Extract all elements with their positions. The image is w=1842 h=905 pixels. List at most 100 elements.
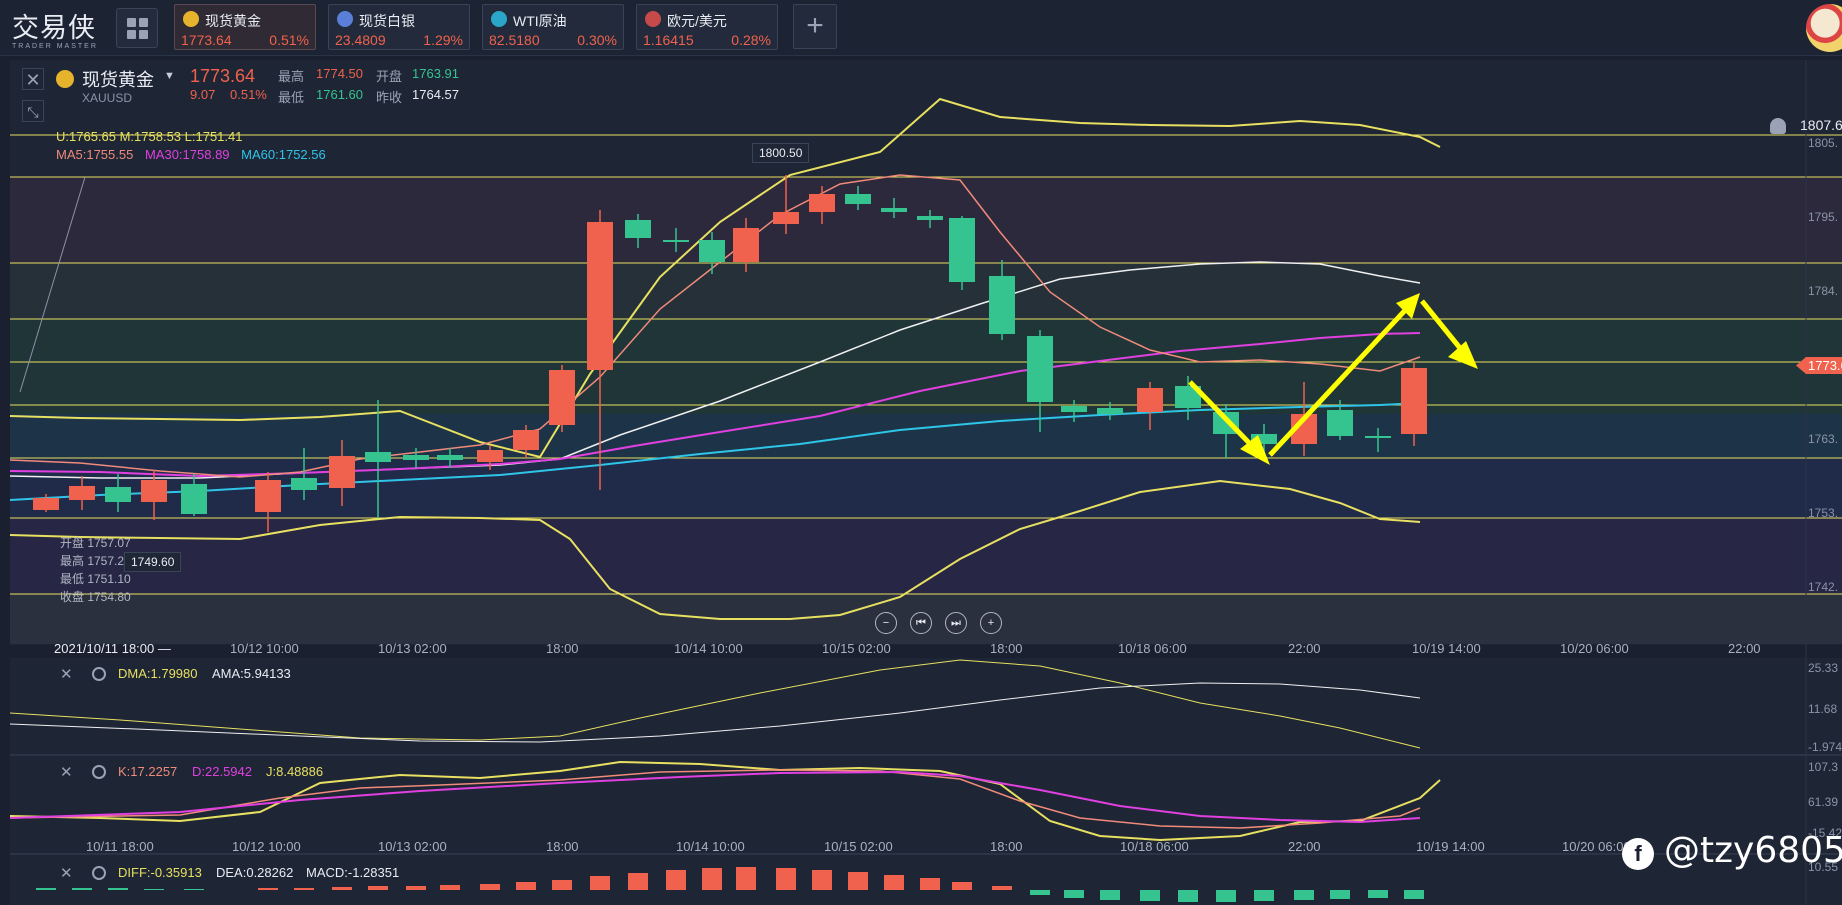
high-label: 最高 — [278, 69, 305, 84]
time-axis-label: 18:00 — [546, 839, 579, 854]
eye-icon[interactable] — [92, 765, 106, 779]
time-axis-label: 10/11 18:00 — [86, 839, 154, 854]
eye-icon[interactable] — [92, 866, 106, 880]
dma-value: DMA:1.79980 — [118, 666, 198, 681]
expand-icon[interactable]: ⤡ — [22, 100, 44, 122]
macd-bar — [1368, 890, 1388, 898]
chart-band — [10, 458, 1842, 518]
macd-bar — [920, 878, 940, 890]
candle-body — [365, 452, 391, 462]
price-axis-label: 1742. — [1808, 580, 1839, 594]
macd-value: MACD:-1.28351 — [306, 865, 400, 880]
macd-bar — [108, 888, 128, 890]
brand-logo[interactable]: 交易侠 TRADER MASTER — [12, 6, 104, 50]
tab-wti-oil[interactable]: WTI原油 82.5180 0.30% — [482, 4, 624, 50]
chart-band — [10, 263, 1842, 319]
macd-bar — [440, 885, 460, 890]
gold-icon — [56, 70, 74, 88]
candle-body — [1027, 336, 1053, 402]
time-axis-label: 10/13 02:00 — [378, 839, 447, 854]
close-chart-button[interactable]: ✕ — [22, 68, 44, 90]
close-panel-icon[interactable]: ✕ — [60, 666, 73, 683]
candle-body — [587, 222, 613, 370]
ma5-value: MA5:1755.55 — [56, 147, 134, 162]
ohlc-low: 最低 1751.10 — [60, 572, 131, 586]
macd-bar — [1140, 890, 1160, 901]
boll-upper-line — [9, 97, 1441, 459]
candle-body — [1137, 388, 1163, 412]
weibo-icon: f — [1622, 838, 1654, 870]
zoom-out-button[interactable]: − — [875, 612, 897, 634]
apps-grid-button[interactable] — [116, 8, 158, 48]
macd-bar — [1216, 890, 1236, 902]
time-axis-label: 10/20 06:00 — [1562, 839, 1631, 854]
flag-icon — [645, 11, 661, 27]
ohlc-high: 最高 1757.2 — [60, 554, 125, 568]
macd-bar — [36, 888, 56, 890]
macd-bar — [480, 884, 500, 890]
chevron-down-icon[interactable]: ▼ — [164, 70, 175, 82]
current-price: 1773.64 — [190, 66, 256, 86]
bell-icon[interactable] — [1770, 118, 1786, 134]
time-axis-label: 10/14 10:00 — [676, 839, 745, 854]
jump-start-button[interactable]: ⏮ — [910, 612, 932, 634]
avatar[interactable] — [1806, 4, 1842, 52]
tab-eurusd[interactable]: 欧元/美元 1.16415 0.28% — [636, 4, 778, 50]
time-axis-label: 18:00 — [990, 641, 1023, 656]
price-change-pct: 0.51% — [230, 87, 267, 102]
macd-bar — [776, 868, 796, 890]
price-chart[interactable] — [0, 57, 1842, 905]
open-value: 1763.91 — [412, 66, 459, 81]
low-value: 1761.60 — [316, 87, 363, 102]
gold-icon — [183, 11, 199, 27]
macd-axis-label: 10.55 — [1808, 860, 1839, 874]
candle-body — [1097, 408, 1123, 414]
macd-bar — [992, 886, 1012, 890]
silver-icon — [337, 11, 353, 27]
tab-price: 1.16415 — [643, 32, 694, 48]
ma60-line — [9, 402, 1421, 501]
symbol-name[interactable]: 现货黄金 — [82, 70, 154, 90]
close-panel-icon[interactable]: ✕ — [60, 764, 73, 781]
open-label: 开盘 — [376, 69, 403, 84]
add-tab-button[interactable]: + — [793, 4, 837, 49]
dma-panel-bg — [10, 658, 1842, 755]
time-axis-label: 22:00 — [1288, 641, 1321, 656]
macd-bar — [294, 888, 314, 890]
macd-bar — [812, 870, 832, 890]
macd-bar — [1330, 890, 1350, 899]
price-axis-label: 1753. — [1808, 506, 1839, 520]
zoom-in-button[interactable]: + — [980, 612, 1002, 634]
tab-silver[interactable]: 现货白银 23.4809 1.29% — [328, 4, 470, 50]
tab-change: 0.30% — [577, 32, 617, 48]
tab-label: 欧元/美元 — [667, 13, 727, 29]
candle-body — [513, 430, 539, 450]
watermark-text: @tzy6805 — [1664, 830, 1842, 871]
close-panel-icon[interactable]: ✕ — [60, 865, 73, 882]
tab-gold[interactable]: 现货黄金 1773.64 0.51% — [174, 4, 316, 50]
dma-axis-label: -1.974 — [1808, 740, 1842, 754]
macd-bar — [590, 876, 610, 890]
macd-bar — [72, 888, 92, 890]
indicator-panels — [9, 658, 1842, 905]
time-axis-label: 2021/10/11 18:00 — — [54, 641, 171, 656]
price-axis-label: 1805. — [1808, 136, 1839, 150]
macd-bar — [406, 886, 426, 890]
macd-bar — [1178, 890, 1198, 902]
macd-bar — [144, 889, 164, 890]
ama-value: AMA:5.94133 — [212, 666, 291, 681]
ohlc-close: 收盘 1754.80 — [60, 590, 131, 604]
kdj-d-value: D:22.5942 — [192, 764, 252, 779]
price-axis-label: 1807.6 — [1800, 117, 1842, 133]
eye-icon[interactable] — [92, 667, 106, 681]
macd-bar — [1030, 890, 1050, 895]
kdj-axis-label: 107.3 — [1808, 760, 1839, 774]
candle-body — [663, 240, 689, 242]
candle-body — [291, 478, 317, 490]
jump-end-button[interactable]: ⏭ — [945, 612, 967, 634]
boll-lower-line — [9, 479, 1421, 620]
tab-price: 82.5180 — [489, 32, 540, 48]
candle-body — [1401, 368, 1427, 434]
candle-body — [69, 486, 95, 500]
chart-band — [10, 518, 1842, 594]
